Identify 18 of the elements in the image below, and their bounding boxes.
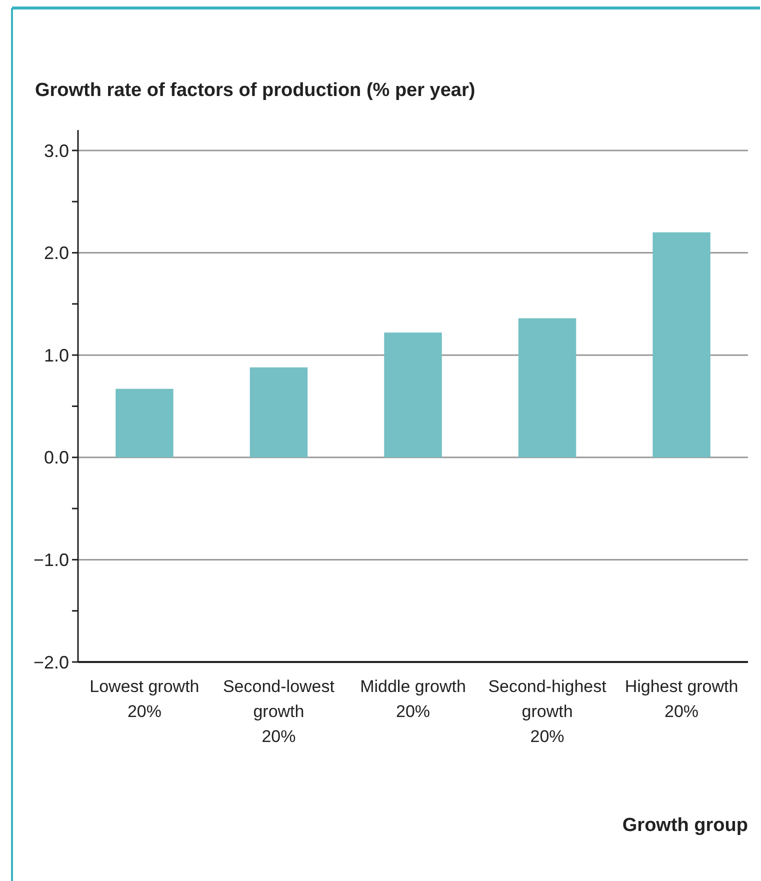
y-tick-label: 2.0 (44, 243, 69, 264)
x-tick-label: Highest growth 20% (624, 677, 738, 721)
x-tick-label: Second-highest growth 20% (488, 677, 607, 746)
y-tick-label: 1.0 (44, 345, 69, 366)
x-tick-label: Second-lowest growth 20% (222, 677, 335, 746)
bar (518, 318, 576, 458)
x-tick-label: Middle growth 20% (360, 677, 466, 721)
bar (250, 367, 308, 458)
chart-title: Growth rate of factors of production (% per year) (35, 80, 476, 101)
y-tick-label: 0.0 (44, 448, 69, 468)
y-tick-label: 3.0 (44, 140, 69, 161)
y-tick-label: −2.0 (33, 652, 69, 672)
x-tick-label: Lowest growth 20% (90, 677, 200, 721)
x-axis-title: Growth group (622, 815, 748, 836)
bar (384, 332, 442, 458)
bar (652, 232, 710, 458)
y-tick-label: −1.0 (33, 550, 69, 570)
bar (116, 388, 174, 458)
